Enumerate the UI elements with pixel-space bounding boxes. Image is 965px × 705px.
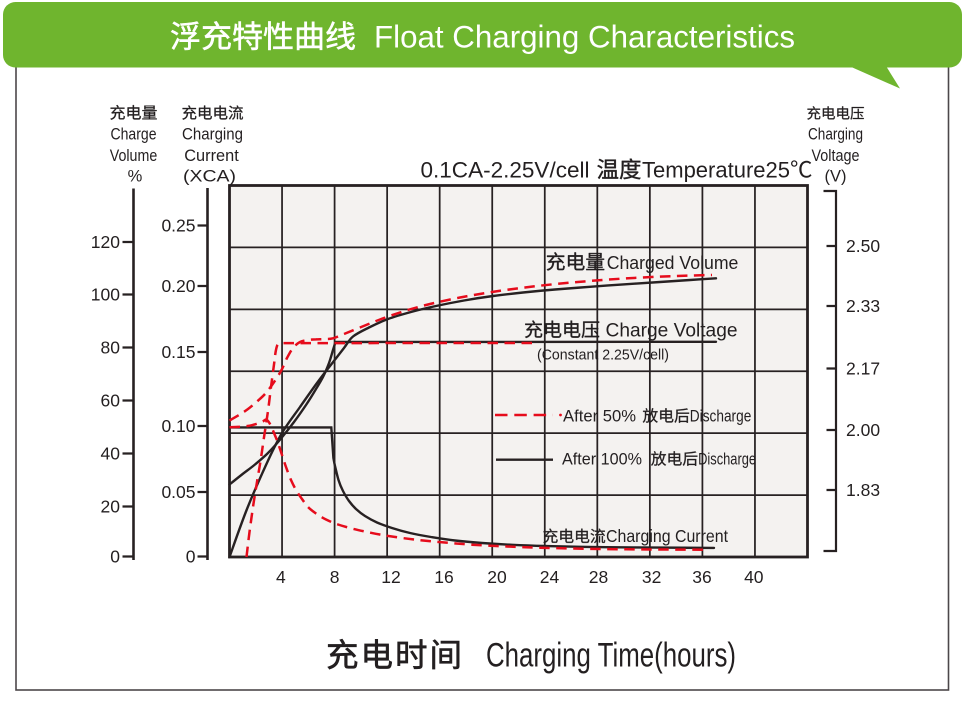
- svg-text:16: 16: [434, 567, 453, 587]
- svg-text:Charging: Charging: [182, 126, 243, 144]
- svg-text:40: 40: [101, 444, 121, 464]
- svg-text:(XCA): (XCA): [183, 168, 236, 186]
- svg-text:100: 100: [91, 285, 120, 305]
- svg-text:0.05: 0.05: [161, 482, 195, 502]
- svg-text:2.33: 2.33: [846, 296, 880, 316]
- svg-text:32: 32: [642, 567, 661, 587]
- svg-text:0.25: 0.25: [161, 216, 195, 236]
- svg-text:Discharge: Discharge: [690, 407, 752, 426]
- svg-text:After 50%: After 50%: [563, 407, 636, 426]
- svg-text:0.1CA-2.25V/cell: 0.1CA-2.25V/cell: [421, 158, 590, 183]
- svg-text:60: 60: [101, 391, 121, 411]
- svg-text:0.10: 0.10: [161, 416, 195, 436]
- svg-text:Charge: Charge: [111, 126, 157, 144]
- svg-text:40: 40: [744, 567, 764, 587]
- svg-text:20: 20: [487, 567, 507, 587]
- svg-text:Voltage: Voltage: [812, 147, 860, 165]
- svg-text:2.17: 2.17: [846, 359, 880, 379]
- svg-text:0.15: 0.15: [161, 342, 195, 362]
- svg-text:2.50: 2.50: [846, 236, 880, 256]
- svg-text:80: 80: [101, 338, 121, 358]
- svg-text:8: 8: [330, 567, 340, 587]
- svg-text:24: 24: [540, 567, 560, 587]
- svg-text:Float Charging Characteristics: Float Charging Characteristics: [374, 19, 795, 55]
- svg-text:20: 20: [101, 497, 121, 517]
- svg-text:Charge Voltage: Charge Voltage: [606, 321, 738, 342]
- svg-text:4: 4: [276, 567, 286, 587]
- svg-text:0.20: 0.20: [161, 276, 195, 296]
- svg-text:Charged Volume: Charged Volume: [607, 252, 739, 273]
- svg-text:Charging: Charging: [808, 126, 863, 144]
- svg-text:28: 28: [589, 567, 608, 587]
- svg-text:2.00: 2.00: [846, 420, 880, 440]
- svg-text:Volume: Volume: [110, 147, 158, 165]
- svg-text:1.83: 1.83: [846, 480, 880, 500]
- svg-text:Charging Time(hours): Charging Time(hours): [486, 637, 736, 675]
- svg-text:(Constant 2.25V/cell): (Constant 2.25V/cell): [537, 348, 669, 364]
- svg-text:(V): (V): [825, 168, 847, 186]
- svg-text:0: 0: [186, 547, 196, 567]
- svg-text:Temperature25: Temperature25: [642, 158, 790, 183]
- svg-text:%: %: [128, 168, 143, 186]
- svg-text:12: 12: [381, 567, 400, 587]
- svg-text:Charging Current: Charging Current: [606, 526, 728, 546]
- svg-text:After 100%: After 100%: [562, 450, 642, 469]
- svg-text:Discharge: Discharge: [698, 450, 756, 469]
- svg-text:0: 0: [110, 547, 120, 567]
- svg-text:36: 36: [692, 567, 711, 587]
- svg-text:120: 120: [91, 232, 120, 252]
- svg-text:Current: Current: [184, 147, 239, 165]
